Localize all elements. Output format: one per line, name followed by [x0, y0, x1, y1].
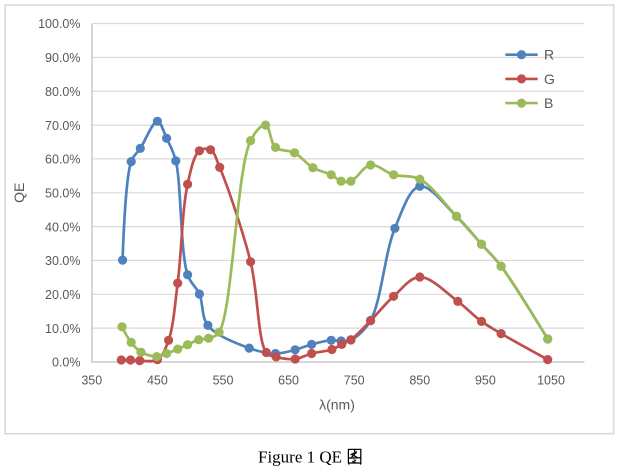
svg-text:50.0%: 50.0%	[45, 186, 80, 200]
svg-text:550: 550	[213, 374, 234, 388]
svg-text:80.0%: 80.0%	[45, 85, 80, 99]
svg-text:Figure 1 QE: Figure 1 QE	[258, 448, 346, 467]
svg-text:R: R	[544, 47, 554, 63]
svg-text:λ(nm): λ(nm)	[319, 397, 355, 413]
svg-text:QE: QE	[11, 183, 27, 203]
svg-text:30.0%: 30.0%	[45, 254, 80, 268]
svg-text:850: 850	[409, 374, 430, 388]
svg-text:750: 750	[344, 374, 365, 388]
svg-text:450: 450	[147, 374, 168, 388]
svg-text:650: 650	[278, 374, 299, 388]
svg-text:10.0%: 10.0%	[45, 322, 80, 336]
svg-text:90.0%: 90.0%	[45, 51, 80, 65]
svg-text:350: 350	[81, 374, 102, 388]
svg-text:40.0%: 40.0%	[45, 220, 80, 234]
svg-text:100.0%: 100.0%	[38, 17, 80, 31]
svg-text:60.0%: 60.0%	[45, 153, 80, 167]
svg-text:0.0%: 0.0%	[52, 356, 81, 370]
svg-text:950: 950	[475, 374, 496, 388]
svg-text:1050: 1050	[537, 374, 565, 388]
svg-text:20.0%: 20.0%	[45, 288, 80, 302]
svg-text:B: B	[544, 95, 553, 111]
svg-text:70.0%: 70.0%	[45, 119, 80, 133]
svg-text:G: G	[544, 71, 555, 87]
